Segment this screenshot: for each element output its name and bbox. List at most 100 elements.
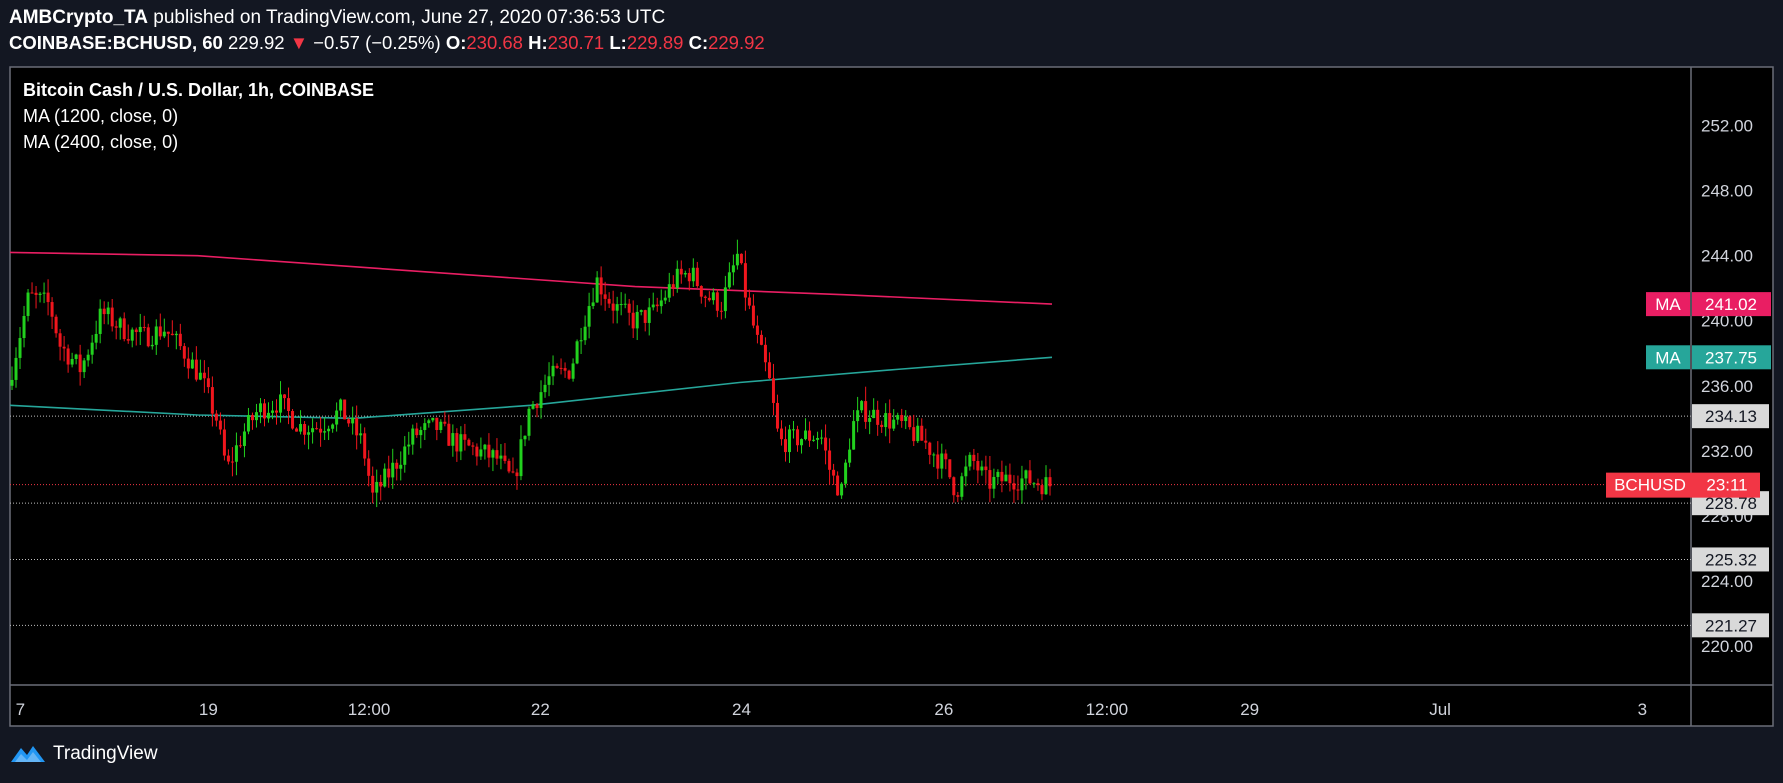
candle-body <box>876 409 880 425</box>
candle-body <box>431 417 435 421</box>
candle-body <box>892 419 896 429</box>
candle-body <box>1032 483 1036 485</box>
candle-body <box>691 267 695 282</box>
candle-body <box>423 423 427 431</box>
candle-body <box>355 418 359 436</box>
ma-line[interactable] <box>9 251 1053 305</box>
candle-body <box>226 455 230 462</box>
candle-body <box>351 418 355 424</box>
candle-body <box>38 293 42 295</box>
candle-body <box>880 424 884 428</box>
plot-background[interactable] <box>9 66 1774 727</box>
candle-body <box>904 416 908 421</box>
candle-body <box>407 444 411 447</box>
candle-body <box>198 372 202 380</box>
candle-body <box>118 318 122 328</box>
candle-body <box>719 310 723 312</box>
candle-body <box>603 294 607 299</box>
candle-body <box>695 267 699 287</box>
candle-body <box>307 432 311 435</box>
y-tick-label: 248.00 <box>1701 182 1753 201</box>
candle-body <box>531 404 535 409</box>
candle-body <box>162 331 166 337</box>
candle-body <box>287 398 291 411</box>
last-price-tag-bg <box>1606 472 1760 498</box>
candle-body <box>527 408 531 436</box>
candle-body <box>988 470 992 489</box>
close-value: 229.92 <box>708 32 765 53</box>
candle-body <box>763 344 767 363</box>
price-change: −0.57 (−0.25%) <box>313 32 441 53</box>
candle-body <box>427 420 431 424</box>
candle-body <box>563 368 567 371</box>
candle-body <box>639 310 643 312</box>
candle-body <box>403 446 407 465</box>
candle-body <box>186 358 190 369</box>
candle-body <box>667 284 671 298</box>
close-label: C: <box>688 32 709 53</box>
x-tick-label: 24 <box>732 700 751 719</box>
candle-body <box>447 423 451 446</box>
level-tag-label: 234.13 <box>1705 407 1757 426</box>
legend-ma-1200[interactable]: MA (1200, close, 0) <box>23 106 178 126</box>
candle-body <box>275 410 279 413</box>
candle-body <box>391 462 395 478</box>
candle-body <box>832 469 836 476</box>
candle-body <box>968 454 972 467</box>
ma-tag-value-bg <box>1692 292 1771 317</box>
candle-body <box>327 428 331 432</box>
candle-body <box>222 429 226 456</box>
candle-body <box>86 354 90 361</box>
candle-body <box>723 287 727 312</box>
candle-body <box>154 326 158 345</box>
candle-body <box>703 296 707 298</box>
candle-body <box>283 394 287 399</box>
candle-body <box>820 437 824 439</box>
candle-body <box>1008 474 1012 484</box>
candle-body <box>824 437 828 451</box>
candle-body <box>960 476 964 497</box>
x-tick-label: 3 <box>1638 700 1647 719</box>
last-price: 229.92 <box>227 32 285 53</box>
candle-body <box>627 303 631 313</box>
candle-body <box>539 392 543 409</box>
ma-tag-name: MA <box>1655 348 1681 367</box>
candle-body <box>74 354 78 359</box>
level-tag-bg <box>1692 613 1769 638</box>
y-tick-label: 252.00 <box>1701 117 1753 136</box>
candle-body <box>511 471 515 473</box>
candle-body <box>675 268 679 289</box>
candle-body <box>663 297 667 301</box>
candle-body <box>804 430 808 440</box>
candle-body <box>463 434 467 440</box>
x-tick-label: 29 <box>1240 700 1259 719</box>
brand-logo[interactable]: TradingView <box>9 742 158 766</box>
y-tick-label: 240.00 <box>1701 312 1753 331</box>
candle-body <box>238 445 242 447</box>
candle-body <box>647 307 651 323</box>
legend-ma-2400[interactable]: MA (2400, close, 0) <box>23 132 178 152</box>
candle-body <box>194 359 198 380</box>
candle-body <box>683 273 687 275</box>
candle-body <box>1040 485 1044 495</box>
candle-body <box>932 454 936 456</box>
candle-body <box>142 326 146 328</box>
candle-body <box>583 326 587 341</box>
author-name[interactable]: AMBCrypto_TA <box>9 7 148 28</box>
candle-body <box>499 455 503 459</box>
candle-body <box>543 384 547 393</box>
candle-body <box>900 415 904 421</box>
low-value: 229.89 <box>626 32 684 53</box>
candle-body <box>54 316 58 334</box>
candle-body <box>495 450 499 459</box>
candle-body <box>984 466 988 471</box>
candle-body <box>707 297 711 301</box>
published-text: published on TradingView.com, June 27, 2… <box>153 7 666 28</box>
candle-body <box>271 410 275 413</box>
ma-line[interactable] <box>9 356 1053 420</box>
last-price-symbol: BCHUSD <box>1614 476 1686 495</box>
candle-body <box>455 433 459 452</box>
candle-body <box>856 410 860 422</box>
candle-body <box>519 439 523 477</box>
